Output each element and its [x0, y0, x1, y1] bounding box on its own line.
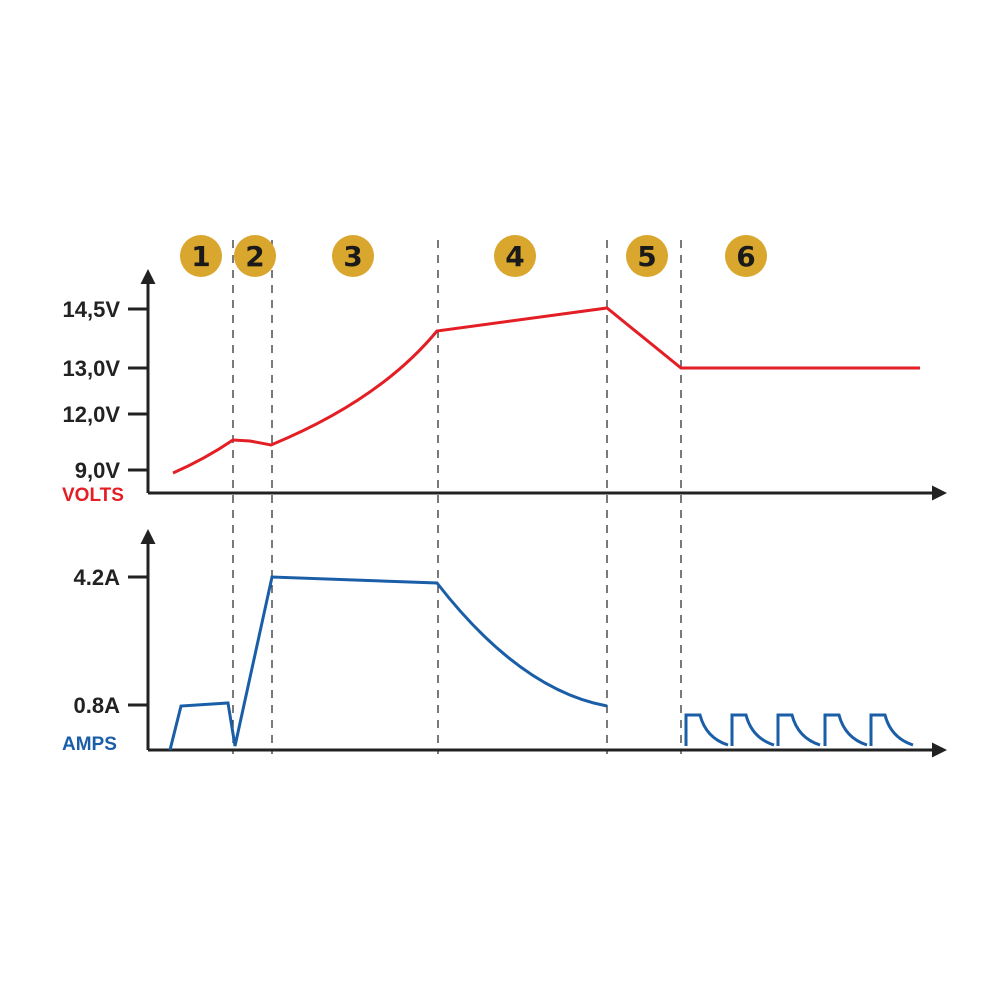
- stage-number: 5: [637, 240, 656, 273]
- stage-badge-3: 3: [332, 235, 374, 277]
- maintenance-pulse: [869, 713, 914, 747]
- stage-badge-4: 4: [494, 235, 536, 277]
- stage-number: 2: [245, 240, 264, 273]
- stage-badge-6: 6: [725, 235, 767, 277]
- stage-badge-1: 1: [180, 235, 222, 277]
- maintenance-pulse: [684, 713, 729, 747]
- stage-circle: [234, 235, 276, 277]
- volts-tick-label: 13,0V: [63, 356, 121, 381]
- volts-tick-label: 14,5V: [63, 297, 121, 322]
- maintenance-pulse: [823, 713, 868, 747]
- stage-number: 4: [505, 240, 524, 273]
- amps-label: AMPS: [62, 734, 117, 755]
- maintenance-pulse: [730, 713, 775, 747]
- voltage-series-line: [172, 306, 920, 475]
- amps-tick-label: 0.8A: [74, 693, 121, 718]
- stage-number: 3: [343, 240, 362, 273]
- stage-number: 6: [736, 240, 755, 273]
- amps-tick-label: 4.2A: [74, 565, 121, 590]
- stage-badge-5: 5: [626, 235, 668, 277]
- stage-circle: [626, 235, 668, 277]
- stage-circle: [494, 235, 536, 277]
- volts-label: VOLTS: [62, 485, 124, 506]
- maintenance-pulse: [776, 713, 821, 747]
- current-series-line: [168, 575, 608, 751]
- stage-circle: [332, 235, 374, 277]
- stage-circle: [180, 235, 222, 277]
- volts-tick-label: 12,0V: [63, 402, 121, 427]
- volts-tick-label: 9,0V: [75, 458, 121, 483]
- stage-badge-2: 2: [234, 235, 276, 277]
- stage-number: 1: [191, 240, 210, 273]
- stage-circle: [725, 235, 767, 277]
